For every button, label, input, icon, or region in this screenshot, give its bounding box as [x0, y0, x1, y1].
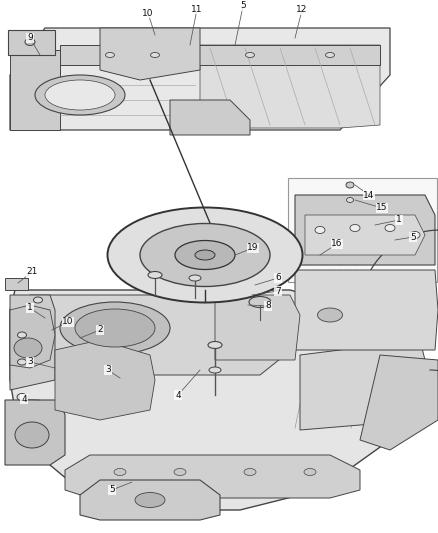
FancyBboxPatch shape [288, 178, 437, 282]
Ellipse shape [18, 359, 27, 365]
Text: 5: 5 [109, 486, 115, 495]
Ellipse shape [15, 422, 49, 448]
Text: 1: 1 [27, 303, 33, 312]
Polygon shape [360, 355, 438, 450]
Ellipse shape [25, 38, 35, 45]
Polygon shape [200, 45, 380, 128]
Ellipse shape [208, 342, 222, 349]
Ellipse shape [315, 227, 325, 233]
Ellipse shape [151, 52, 159, 58]
Polygon shape [60, 45, 380, 65]
Polygon shape [80, 480, 220, 520]
Text: 3: 3 [27, 358, 33, 367]
Ellipse shape [304, 469, 316, 475]
Text: 10: 10 [142, 9, 154, 18]
Ellipse shape [385, 224, 395, 231]
Ellipse shape [18, 332, 27, 338]
Text: 16: 16 [331, 239, 343, 248]
Ellipse shape [140, 223, 270, 287]
Ellipse shape [14, 338, 42, 358]
Text: 8: 8 [265, 302, 271, 311]
Ellipse shape [17, 393, 27, 400]
Text: 6: 6 [275, 273, 281, 282]
Polygon shape [295, 270, 438, 350]
Text: 10: 10 [62, 318, 74, 327]
Text: 4: 4 [175, 391, 181, 400]
Ellipse shape [45, 80, 115, 110]
Polygon shape [5, 278, 28, 290]
Polygon shape [305, 215, 425, 255]
Polygon shape [300, 340, 430, 430]
Polygon shape [55, 340, 155, 420]
Ellipse shape [195, 250, 215, 260]
Ellipse shape [106, 52, 114, 58]
Text: 12: 12 [297, 5, 307, 14]
Text: 7: 7 [275, 287, 281, 295]
Text: 15: 15 [376, 204, 388, 213]
Text: 9: 9 [27, 34, 33, 43]
Text: 2: 2 [97, 326, 103, 335]
Polygon shape [10, 295, 55, 390]
Text: 5: 5 [240, 2, 246, 11]
Ellipse shape [60, 302, 170, 354]
Ellipse shape [114, 469, 126, 475]
Polygon shape [295, 195, 435, 265]
Polygon shape [10, 50, 60, 130]
Text: 21: 21 [26, 268, 38, 277]
Ellipse shape [135, 492, 165, 507]
Text: 5: 5 [410, 232, 416, 241]
Ellipse shape [346, 182, 354, 188]
Ellipse shape [75, 309, 155, 347]
Polygon shape [170, 100, 250, 135]
Ellipse shape [410, 231, 420, 238]
Ellipse shape [246, 52, 254, 58]
Ellipse shape [107, 207, 303, 303]
Ellipse shape [350, 224, 360, 231]
Ellipse shape [148, 271, 162, 279]
Text: 19: 19 [247, 244, 259, 253]
Polygon shape [15, 295, 295, 375]
Text: 1: 1 [396, 215, 402, 224]
Ellipse shape [33, 297, 42, 303]
Ellipse shape [35, 75, 125, 115]
Text: 14: 14 [363, 190, 374, 199]
Ellipse shape [318, 308, 343, 322]
Polygon shape [215, 295, 300, 360]
Ellipse shape [244, 469, 256, 475]
Text: 4: 4 [21, 394, 27, 403]
Ellipse shape [325, 52, 335, 58]
Ellipse shape [346, 198, 353, 203]
Polygon shape [10, 305, 55, 368]
Polygon shape [5, 400, 65, 465]
Text: 11: 11 [191, 4, 203, 13]
Text: 3: 3 [105, 366, 111, 375]
Ellipse shape [174, 469, 186, 475]
Polygon shape [65, 455, 360, 498]
Polygon shape [8, 30, 55, 55]
Polygon shape [10, 290, 420, 510]
Polygon shape [10, 28, 390, 130]
Ellipse shape [189, 275, 201, 281]
Ellipse shape [209, 367, 221, 373]
Polygon shape [100, 28, 200, 80]
Ellipse shape [175, 240, 235, 270]
Ellipse shape [249, 296, 271, 308]
